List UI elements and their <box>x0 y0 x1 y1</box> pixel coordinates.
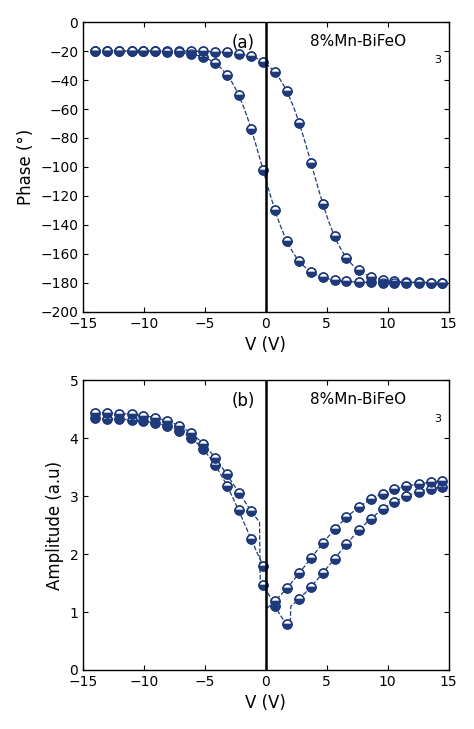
Text: (a): (a) <box>232 34 255 52</box>
Text: 8%Mn-BiFeO: 8%Mn-BiFeO <box>310 392 406 407</box>
Text: 3: 3 <box>435 414 442 424</box>
X-axis label: V (V): V (V) <box>246 336 286 354</box>
Text: 8%Mn-BiFeO: 8%Mn-BiFeO <box>310 34 406 49</box>
X-axis label: V (V): V (V) <box>246 694 286 712</box>
Y-axis label: Amplitude (a.u): Amplitude (a.u) <box>46 461 64 590</box>
Text: (b): (b) <box>231 392 255 410</box>
Text: 3: 3 <box>435 55 442 66</box>
Y-axis label: Phase (°): Phase (°) <box>17 129 35 205</box>
